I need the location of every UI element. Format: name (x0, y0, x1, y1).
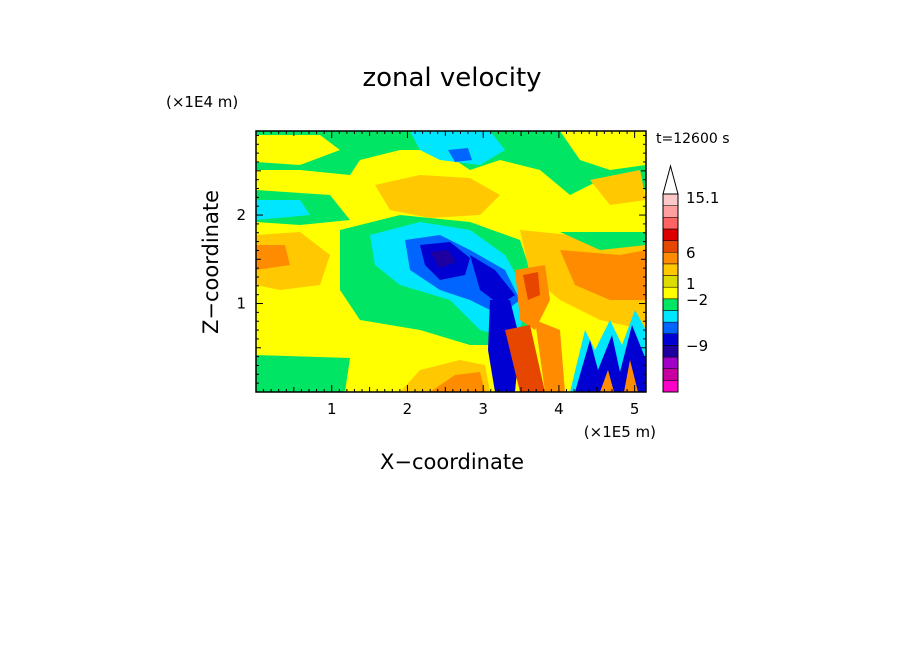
x-axis: 1 2 3 4 5 (255, 131, 640, 418)
colorbar-swatch (662, 321, 679, 335)
colorbar-swatch (662, 368, 679, 381)
contour-green-top (256, 131, 646, 195)
colorbar-swatch (662, 333, 679, 346)
colorbar-swatch (662, 193, 679, 206)
x-tick-label: 3 (478, 400, 488, 418)
y-tick-label: 1 (236, 295, 246, 313)
x-unit-label: (×1E5 m) (584, 423, 656, 441)
contour-yellow-top (256, 135, 340, 165)
y-unit-label: (×1E4 m) (166, 93, 238, 111)
contour-darkorange-right (560, 250, 646, 300)
colorbar-label-2: 6 (686, 244, 696, 262)
x-tick-label: 5 (630, 400, 640, 418)
contour-red-turbulence (505, 325, 545, 392)
contour-orange-upper (375, 175, 500, 218)
contour-red-streak (523, 272, 540, 300)
colorbar-swatch (662, 356, 679, 369)
contour-orange-right-upper (590, 170, 646, 205)
y-axis-label: Z−coordinate (199, 190, 223, 334)
colorbar-label-4: −2 (686, 291, 708, 309)
contour-cyan-left (256, 200, 310, 220)
colorbar-label-3: 1 (686, 275, 696, 293)
contour-green-right (560, 232, 646, 250)
colorbar-labels: 15.1 6 1 −2 −9 (686, 189, 719, 355)
colorbar-extend-arrow (662, 164, 679, 195)
chart-title: zonal velocity (362, 63, 541, 93)
time-label: t=12600 s (656, 131, 730, 147)
colorbar-label-1: 15.1 (686, 189, 719, 207)
colorbar (662, 164, 679, 393)
x-tick-label: 1 (327, 400, 337, 418)
colorbar-swatch (662, 310, 679, 323)
contour-navy-core (430, 250, 456, 268)
colorbar-swatch (662, 298, 679, 311)
colorbar-swatch (662, 228, 679, 241)
y-tick-label: 2 (236, 206, 246, 224)
plot-frame (255, 130, 647, 393)
colorbar-swatch (662, 345, 679, 358)
colorbar-swatch (662, 286, 679, 300)
colorbar-swatch (662, 380, 679, 393)
colorbar-swatch (662, 205, 679, 218)
contour-dark-orange-left (256, 245, 290, 270)
contour-orange-right-spikes (600, 360, 638, 392)
colorbar-swatch (662, 251, 679, 265)
contour-blue-top (448, 148, 472, 162)
contour-darkblue-jet-2 (470, 255, 515, 305)
contour-cyan-top (410, 131, 505, 165)
colorbar-swatch (662, 263, 679, 276)
colorbar-swatch (662, 275, 679, 288)
x-tick-label: 2 (403, 400, 413, 418)
contour-green-bottom (256, 355, 350, 392)
colorbar-swatch (662, 240, 679, 253)
contour-darkorange-bottom-left (430, 372, 485, 392)
colorbar-label-5: −9 (686, 337, 708, 355)
contour-blue-turbulence (488, 300, 520, 392)
x-axis-label: X−coordinate (380, 450, 524, 474)
contour-orange-turbulence (535, 320, 565, 392)
x-tick-label: 4 (554, 400, 564, 418)
colorbar-swatch (662, 217, 679, 230)
contour-yellow-topright (560, 131, 646, 170)
heatmap-field (256, 131, 646, 392)
y-axis: 12 (236, 134, 646, 384)
colorbar-frame (662, 193, 679, 393)
